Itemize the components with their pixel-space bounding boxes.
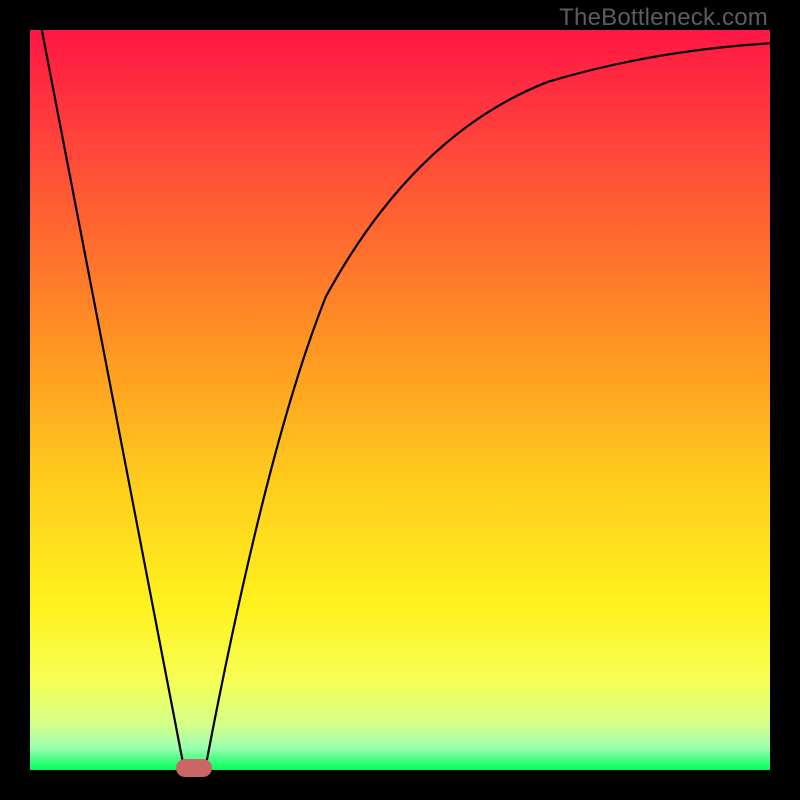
gradient-background (30, 30, 770, 770)
watermark-text: TheBottleneck.com (559, 4, 768, 32)
frame-border-bottom (0, 770, 800, 800)
frame-border-left (0, 0, 30, 800)
frame-border-right (770, 0, 800, 800)
bottleneck-marker (176, 759, 212, 777)
chart-stage: TheBottleneck.com (0, 0, 800, 800)
